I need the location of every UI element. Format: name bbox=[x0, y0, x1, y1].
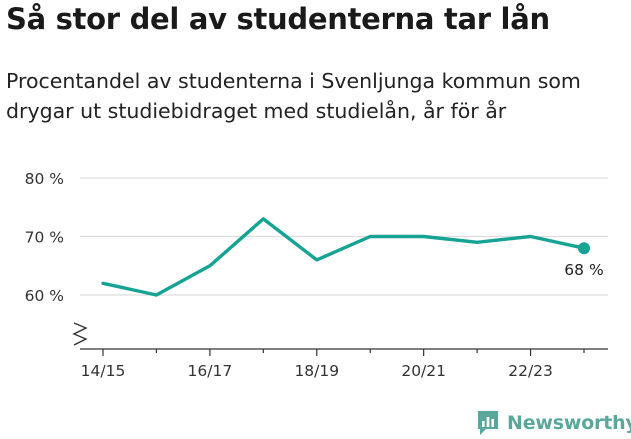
y-tick-label-80: 80 % bbox=[25, 170, 64, 188]
data-labels: 68 % bbox=[564, 261, 603, 279]
newsworthy-logo-text: Newsworthy bbox=[507, 412, 631, 434]
end-value-label: 68 % bbox=[564, 261, 603, 279]
chart-subtitle: Procentandel av studenterna i Svenljunga… bbox=[6, 69, 581, 123]
newsworthy-logo-icon bbox=[478, 411, 498, 435]
x-tick-label-16-17: 16/17 bbox=[188, 362, 233, 380]
y-tick-label-70: 70 % bbox=[25, 229, 64, 247]
x-tick-label-14-15: 14/15 bbox=[81, 362, 126, 380]
y-tick-label-60: 60 % bbox=[25, 287, 64, 305]
chart-title: Så stor del av studenterna tar lån bbox=[6, 2, 550, 36]
axis-break-icon bbox=[72, 322, 88, 346]
newsworthy-logo: Newsworthy bbox=[476, 409, 631, 437]
x-tick-label-18-19: 18/19 bbox=[294, 362, 339, 380]
y-axis-ticks: 60 % 70 % 80 % bbox=[25, 170, 64, 305]
x-axis: 14/15 16/17 18/19 20/21 22/23 bbox=[72, 322, 608, 380]
series-lines bbox=[101, 217, 590, 297]
end-point-marker bbox=[578, 242, 590, 255]
x-tick-label-22-23: 22/23 bbox=[508, 362, 553, 380]
series-line-0 bbox=[101, 217, 586, 297]
x-tick-label-20-21: 20/21 bbox=[401, 362, 446, 380]
